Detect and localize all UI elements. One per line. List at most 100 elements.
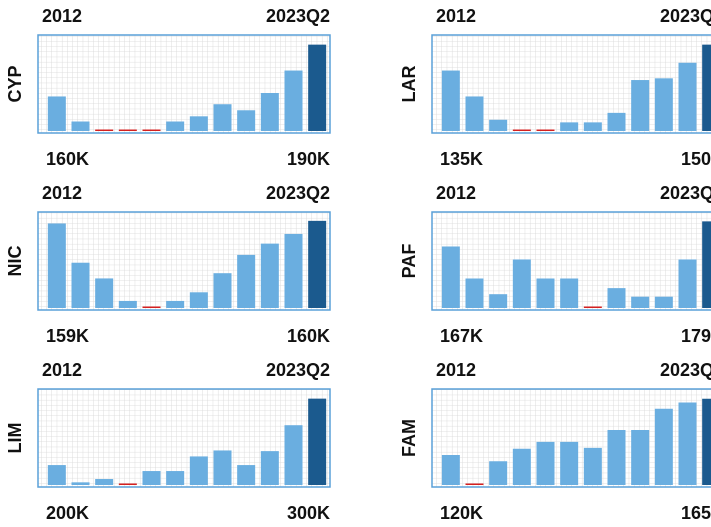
value-label: 159K bbox=[46, 326, 89, 346]
bar bbox=[654, 408, 673, 485]
bar bbox=[142, 306, 161, 308]
bar bbox=[71, 482, 90, 485]
bar bbox=[536, 129, 555, 131]
bar bbox=[560, 441, 579, 485]
bar bbox=[654, 296, 673, 308]
bar bbox=[512, 259, 531, 308]
plot-background bbox=[37, 34, 331, 134]
panel-label: CYP bbox=[5, 65, 25, 102]
panel-label: PAF bbox=[399, 244, 419, 279]
value-label: 200K bbox=[46, 503, 89, 523]
x-label: 2023Q2 bbox=[660, 6, 711, 26]
panel: CYP 2012 160K 2023Q2 190K bbox=[5, 6, 331, 169]
bar bbox=[118, 483, 137, 485]
bar bbox=[71, 121, 90, 131]
bar bbox=[702, 44, 711, 131]
x-label: 2023Q2 bbox=[266, 183, 330, 203]
bar bbox=[441, 246, 460, 308]
bar bbox=[213, 104, 232, 131]
value-label: 165K bbox=[681, 503, 711, 523]
bar bbox=[118, 129, 137, 131]
bar bbox=[654, 78, 673, 131]
bar bbox=[189, 116, 208, 131]
bar bbox=[465, 483, 484, 485]
x-label: 2012 bbox=[42, 183, 82, 203]
x-label: 2023Q2 bbox=[266, 6, 330, 26]
x-label: 2012 bbox=[436, 360, 476, 380]
value-label: 135K bbox=[440, 149, 483, 169]
bar bbox=[118, 300, 137, 308]
bar bbox=[284, 70, 303, 131]
bar bbox=[560, 278, 579, 308]
bar bbox=[213, 450, 232, 485]
bar bbox=[47, 223, 66, 308]
x-label: 2012 bbox=[42, 360, 82, 380]
bar bbox=[237, 465, 256, 485]
bar bbox=[71, 262, 90, 308]
bar bbox=[678, 62, 697, 131]
bar bbox=[560, 122, 579, 131]
bar bbox=[95, 479, 114, 485]
bar bbox=[142, 471, 161, 485]
bar bbox=[512, 448, 531, 485]
bar bbox=[607, 112, 626, 131]
panel-label: LIM bbox=[5, 423, 25, 454]
bar bbox=[166, 300, 185, 308]
panel: NIC 2012 159K 2023Q2 160K bbox=[5, 183, 331, 346]
bar bbox=[260, 93, 279, 131]
bar bbox=[583, 306, 602, 308]
bar bbox=[95, 278, 114, 308]
value-label: 190K bbox=[287, 149, 330, 169]
bar bbox=[702, 221, 711, 308]
bar bbox=[465, 278, 484, 308]
bar bbox=[284, 425, 303, 485]
bar bbox=[607, 430, 626, 485]
bar bbox=[536, 441, 555, 485]
bar bbox=[631, 296, 650, 308]
bar bbox=[213, 273, 232, 308]
bar bbox=[308, 44, 327, 131]
panel: FAM 2012 120K 2023Q2 165K bbox=[399, 360, 711, 523]
bar bbox=[95, 129, 114, 131]
bar bbox=[441, 455, 460, 485]
bar bbox=[678, 259, 697, 308]
bar bbox=[237, 254, 256, 308]
bar bbox=[583, 447, 602, 485]
bar bbox=[308, 398, 327, 485]
bar bbox=[631, 80, 650, 131]
value-label: 300K bbox=[287, 503, 330, 523]
bar bbox=[47, 96, 66, 131]
x-label: 2012 bbox=[436, 183, 476, 203]
x-label: 2012 bbox=[436, 6, 476, 26]
bar bbox=[260, 451, 279, 485]
bar bbox=[702, 398, 711, 485]
x-label: 2023Q2 bbox=[266, 360, 330, 380]
value-label: 167K bbox=[440, 326, 483, 346]
plot-background bbox=[37, 388, 331, 488]
bar bbox=[237, 110, 256, 131]
bar bbox=[47, 465, 66, 485]
bar bbox=[441, 70, 460, 131]
bar bbox=[260, 243, 279, 308]
bar bbox=[536, 278, 555, 308]
bar bbox=[465, 96, 484, 131]
x-label: 2023Q2 bbox=[660, 360, 711, 380]
bar bbox=[284, 233, 303, 308]
x-label: 2023Q2 bbox=[660, 183, 711, 203]
bar bbox=[166, 121, 185, 131]
bar bbox=[166, 471, 185, 485]
bar bbox=[489, 119, 508, 131]
value-label: 179K bbox=[681, 326, 711, 346]
bar bbox=[512, 129, 531, 131]
x-label: 2012 bbox=[42, 6, 82, 26]
bar bbox=[678, 402, 697, 485]
panel-label: FAM bbox=[399, 419, 419, 457]
panel-label: LAR bbox=[399, 66, 419, 103]
panel: LIM 2012 200K 2023Q2 300K bbox=[5, 360, 331, 523]
bar bbox=[631, 430, 650, 485]
bar bbox=[189, 292, 208, 308]
bar bbox=[489, 461, 508, 485]
value-label: 150K bbox=[681, 149, 711, 169]
bar bbox=[607, 288, 626, 308]
